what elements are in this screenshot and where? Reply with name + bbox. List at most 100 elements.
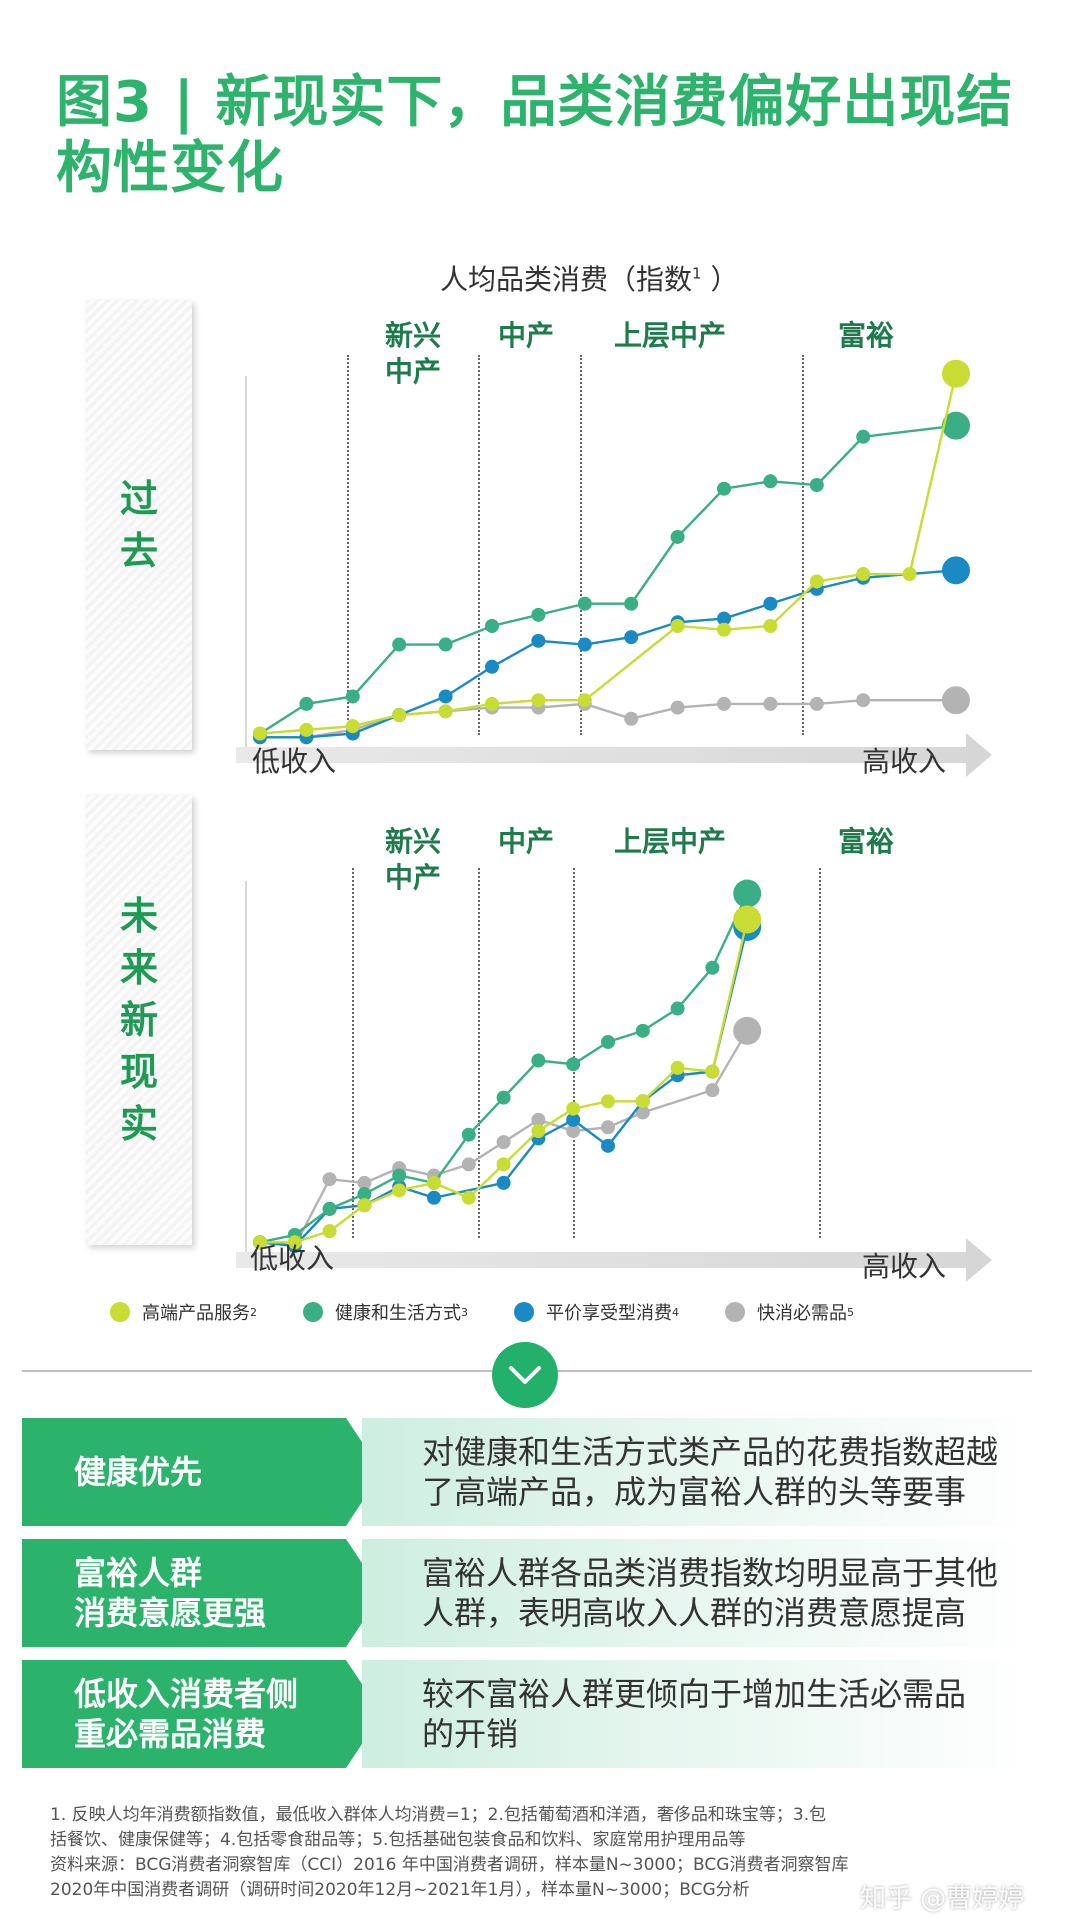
x-axis-arrow (236, 733, 992, 777)
summary-desc: 较不富裕人群更倾向于增加生活必需品 的开销 (362, 1660, 1032, 1768)
data-point-premium (496, 1157, 511, 1172)
data-point-fmcg (531, 1112, 546, 1127)
past-card: 过去 (86, 300, 192, 750)
data-point-premium (461, 1190, 476, 1205)
divider (802, 355, 804, 735)
data-point-fmcg (357, 1175, 372, 1190)
footnote-line: 资料来源：BCG消费者洞察智库（CCI）2016 年中国消费者调研，样本量N~3… (50, 1855, 849, 1875)
divider (478, 355, 480, 735)
data-point-health (717, 481, 731, 496)
data-point-health (461, 1127, 476, 1142)
data-point-fmcg (601, 1120, 615, 1135)
data-point-health (624, 596, 639, 611)
chart-subtitle: 人均品类消费（指数1 ） (440, 258, 738, 298)
future-label: 未来新现实 (119, 894, 158, 1146)
data-point-fmcg (809, 696, 824, 711)
data-point-fmcg (942, 686, 970, 715)
axis-high-label: 高收入 (862, 745, 947, 778)
data-point-premium (566, 1101, 581, 1116)
legend-sup: 3 (461, 1305, 468, 1319)
data-point-value (531, 633, 546, 648)
data-point-value (577, 637, 592, 652)
data-point-health (322, 1201, 337, 1216)
data-point-premium (763, 618, 778, 633)
data-point-fmcg (461, 1157, 476, 1172)
chart-subtitle-sup: 1 (692, 264, 702, 283)
data-point-premium (670, 1060, 685, 1075)
legend-label: 快消必需品 (757, 1303, 847, 1324)
data-point-premium (577, 693, 592, 708)
data-point-premium (531, 1123, 546, 1138)
data-point-health (392, 637, 407, 652)
legend-item-premium: 高端产品服务 2 (110, 1299, 257, 1325)
axis-low-label: 低收入 (252, 745, 337, 778)
data-point-fmcg (566, 1123, 581, 1138)
data-point-health (942, 411, 970, 440)
watermark: 知乎 @曹婷婷 (860, 1884, 1025, 1914)
data-point-health (496, 1090, 511, 1105)
data-point-premium (253, 1235, 267, 1250)
past-label: 过去 (119, 477, 158, 573)
data-point-premium (717, 622, 731, 637)
legend: 高端产品服务 2 健康和生活方式 3 平价享受型消费 4 快消必需品 5 (110, 1297, 1010, 1327)
summary-desc: 对健康和生活方式类产品的花费指数超越 了高端产品，成为富裕人群的头等要事 (362, 1418, 1032, 1526)
segment-emerging-label: 新兴 中产 (385, 824, 441, 896)
data-point-premium (392, 1183, 407, 1198)
data-point-premium (902, 567, 917, 582)
data-point-value (601, 1138, 615, 1153)
x-axis-arrow (236, 1238, 992, 1282)
data-point-fmcg (635, 1105, 650, 1120)
data-point-premium (856, 567, 871, 582)
data-point-premium (635, 1094, 650, 1109)
data-point-health (299, 696, 314, 711)
summary-desc: 富裕人群各品类消费指数均明显高于其他 人群，表明高收入人群的消费意愿提高 (362, 1539, 1032, 1647)
data-point-premium (287, 1235, 302, 1250)
summary-desc-l2: 了高端产品，成为富裕人群的头等要事 (422, 1473, 967, 1511)
summary-desc-l1: 较不富裕人群更倾向于增加生活必需品 (422, 1675, 967, 1713)
data-point-value (624, 630, 639, 645)
series-line-premium (259, 373, 958, 735)
data-point-health (733, 879, 762, 908)
data-point-fmcg (322, 1172, 337, 1187)
summary-label-l2: 消费意愿更强 (74, 1594, 267, 1632)
segment-middle-label: 中产 (498, 319, 555, 352)
summary-desc-l1: 富裕人群各品类消费指数均明显高于其他 (422, 1554, 999, 1592)
chevron-down-icon (509, 1366, 541, 1384)
data-point-value (566, 1112, 581, 1127)
segment-upper-middle-label: 上层中产 (614, 319, 727, 352)
segment-affluent-label: 富裕 (838, 319, 895, 352)
data-point-fmcg (496, 1135, 511, 1150)
data-point-health (601, 1034, 615, 1049)
segment-emerging-l2: 中产 (385, 861, 442, 894)
legend-sup: 2 (250, 1305, 257, 1319)
data-point-health (763, 474, 778, 489)
footnote-line: 1. 反映人均年消费额指数值，最低收入群体人均消费=1；2.包括葡萄酒和洋酒，奢… (50, 1805, 827, 1825)
data-point-health (531, 1053, 546, 1068)
summary-row: 富裕人群 消费意愿更强 富裕人群各品类消费指数均明显高于其他 人群，表明高收入人… (22, 1539, 1032, 1647)
data-point-value (763, 596, 778, 611)
legend-dot-premium (110, 1302, 130, 1322)
data-point-health (635, 1023, 650, 1038)
data-point-health (670, 1001, 685, 1016)
check-icon (492, 1342, 558, 1408)
data-point-fmcg (717, 696, 731, 711)
data-point-value (942, 556, 970, 585)
summary-desc-l2: 的开销 (422, 1715, 519, 1753)
data-point-fmcg (856, 693, 871, 708)
legend-dot-value (514, 1302, 534, 1322)
summary-label-l1: 富裕人群 (74, 1554, 203, 1592)
legend-item-value: 平价享受型消费 4 (514, 1299, 679, 1325)
data-point-premium (531, 693, 546, 708)
data-point-fmcg (624, 711, 639, 726)
summary-label-l2: 重必需品消费 (74, 1715, 267, 1753)
data-point-value (496, 1175, 511, 1190)
segment-emerging-l1: 新兴 (385, 825, 442, 858)
summary-row: 健康优先 对健康和生活方式类产品的花费指数超越 了高端产品，成为富裕人群的头等要… (22, 1418, 1032, 1526)
summary-label: 富裕人群 消费意愿更强 (22, 1539, 382, 1647)
segment-emerging-l1: 新兴 (385, 319, 442, 352)
data-point-value (438, 689, 453, 704)
data-point-fmcg (763, 696, 778, 711)
future-card: 未来新现实 (86, 795, 192, 1245)
data-point-premium (427, 1175, 441, 1190)
series-line-fmcg (260, 698, 956, 739)
